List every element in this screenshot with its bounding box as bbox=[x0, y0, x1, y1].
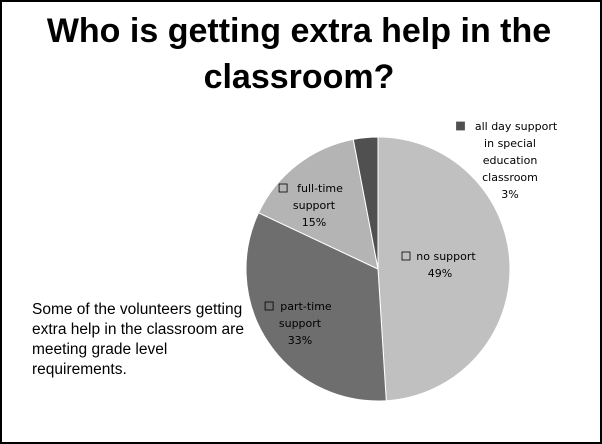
slide-title: Who is getting extra help in the classro… bbox=[0, 8, 598, 100]
slice-label-text: support bbox=[279, 317, 322, 330]
slice-label-text: full-time bbox=[297, 182, 343, 195]
legend-swatch bbox=[278, 183, 288, 193]
slice-percent: 15% bbox=[302, 216, 326, 229]
legend-swatch bbox=[401, 251, 411, 261]
slice-label-2: full-time support 15% bbox=[278, 182, 343, 229]
pie-slice-1 bbox=[245, 212, 387, 402]
slice-label-text: part-time bbox=[280, 300, 332, 313]
legend-swatch bbox=[456, 121, 465, 131]
slice-label-text: no support bbox=[416, 250, 476, 263]
slice-label-text: classroom bbox=[482, 171, 538, 184]
pie-slice-0 bbox=[377, 136, 511, 402]
slice-label-text: all day support bbox=[475, 120, 558, 133]
leader-line bbox=[365, 121, 456, 139]
slice-label-1: part-time support 33% bbox=[264, 300, 332, 347]
pie-slice-2 bbox=[257, 138, 379, 270]
slide-caption: Some of the volunteers getting extra hel… bbox=[32, 301, 244, 378]
slice-percent: 33% bbox=[288, 334, 312, 347]
title-line-1: Who is getting extra help in the bbox=[46, 12, 552, 50]
slice-label-text: support bbox=[293, 199, 336, 212]
slice-label-0: no support 49% bbox=[401, 250, 476, 280]
legend-swatch bbox=[264, 301, 274, 311]
slice-label-text: in special bbox=[484, 137, 536, 150]
pie-slices bbox=[245, 136, 511, 402]
slice-label-3: all day support in special education classr… bbox=[456, 120, 558, 201]
slice-percent: 3% bbox=[501, 188, 518, 201]
pie-labels: no support 49% part-time support 33% full-tim… bbox=[264, 120, 558, 347]
slice-percent: 49% bbox=[428, 267, 452, 280]
title-line-2: classroom? bbox=[203, 58, 395, 96]
slice-label-text: education bbox=[483, 154, 538, 167]
